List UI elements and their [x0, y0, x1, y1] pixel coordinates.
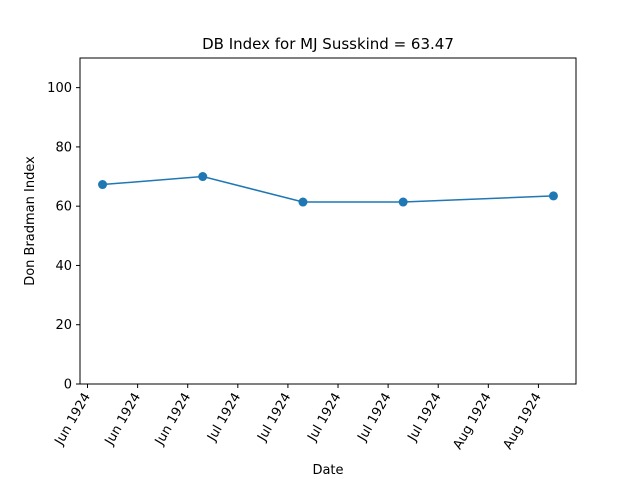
plot-frame [79, 57, 577, 385]
data-point [398, 197, 408, 207]
x-tick-label: Jul 1924 [355, 391, 395, 445]
x-tick-label: Jun 1924 [52, 391, 94, 449]
y-tick-label: 0 [64, 378, 72, 393]
data-point [198, 172, 208, 182]
series-line [102, 175, 554, 203]
x-axis: Jun 1924 Jun 1924 Jun 1924 Jul 1924 Jul 1924… [52, 384, 545, 452]
x-tick-label: Aug 1924 [450, 391, 494, 453]
data-point [548, 191, 558, 201]
y-tick-label: 100 [47, 81, 72, 96]
chart-title: DB Index for MJ Susskind = 63.47 [202, 35, 454, 53]
x-tick-label: Jun 1924 [102, 391, 144, 449]
y-tick-label: 80 [55, 140, 72, 155]
y-axis-label: Don Bradman Index [23, 156, 38, 286]
x-tick-label: Jul 1924 [254, 391, 294, 445]
y-tick-label: 60 [55, 200, 72, 215]
x-tick-label: Jul 1924 [204, 391, 244, 445]
data-point [298, 197, 308, 207]
data-series [98, 172, 558, 207]
x-tick-label: Aug 1924 [501, 391, 545, 453]
x-tick-label: Jul 1924 [405, 391, 445, 445]
x-tick-label: Jul 1924 [305, 391, 345, 445]
y-tick-label: 40 [55, 259, 72, 274]
data-point [98, 180, 108, 190]
y-axis: 0 20 40 60 80 100 [47, 81, 80, 393]
y-tick-label: 20 [55, 318, 72, 333]
x-tick-label: Jun 1924 [152, 391, 194, 449]
x-axis-label: Date [312, 463, 343, 478]
